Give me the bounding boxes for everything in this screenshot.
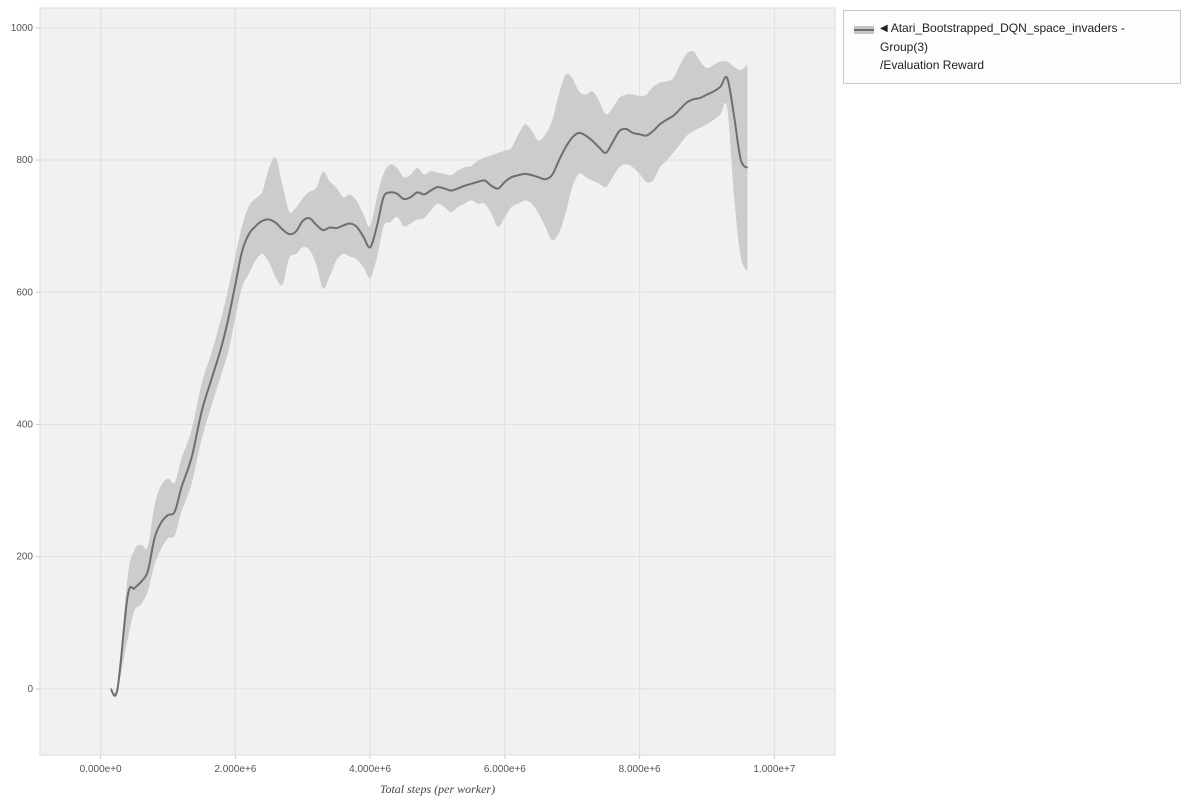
x-tick-label: 4.000e+6 (349, 764, 391, 775)
grid-lines (40, 8, 835, 755)
legend: ◀ Atari_Bootstrapped_DQN_space_invaders -… (843, 10, 1181, 84)
legend-item[interactable]: ◀ Atari_Bootstrapped_DQN_space_invaders -… (854, 19, 1170, 75)
mean-line (109, 76, 749, 697)
y-tick-label: 400 (16, 419, 33, 430)
legend-series-name: Atari_Bootstrapped_DQN_space_invaders - … (880, 21, 1125, 54)
x-tick-label: 6.000e+6 (484, 764, 526, 775)
axis-labels: 0 200 400 600 800 1000 0.000e+0 2.000e+6 4.000e+… (11, 23, 796, 775)
x-tick-label: 2.000e+6 (214, 764, 256, 775)
x-tick-label: 0.000e+0 (80, 764, 122, 775)
x-tick-label: 8.000e+6 (619, 764, 661, 775)
x-tick-label: 1.000e+7 (753, 764, 795, 775)
legend-label: ◀ Atari_Bootstrapped_DQN_space_invaders -… (880, 19, 1170, 75)
confidence-band (110, 51, 748, 698)
plot-area (39, 7, 836, 756)
x-axis-title: Total steps (per worker) (380, 782, 495, 796)
y-tick-label: 600 (16, 287, 33, 298)
y-tick-label: 0 (27, 684, 33, 695)
triangle-left-icon: ◀ (880, 23, 888, 34)
series-swatch-icon (854, 22, 874, 41)
y-tick-label: 1000 (11, 23, 34, 34)
y-tick-label: 200 (16, 552, 33, 563)
y-tick-label: 800 (16, 155, 33, 166)
legend-metric-name: /Evaluation Reward (880, 58, 985, 73)
